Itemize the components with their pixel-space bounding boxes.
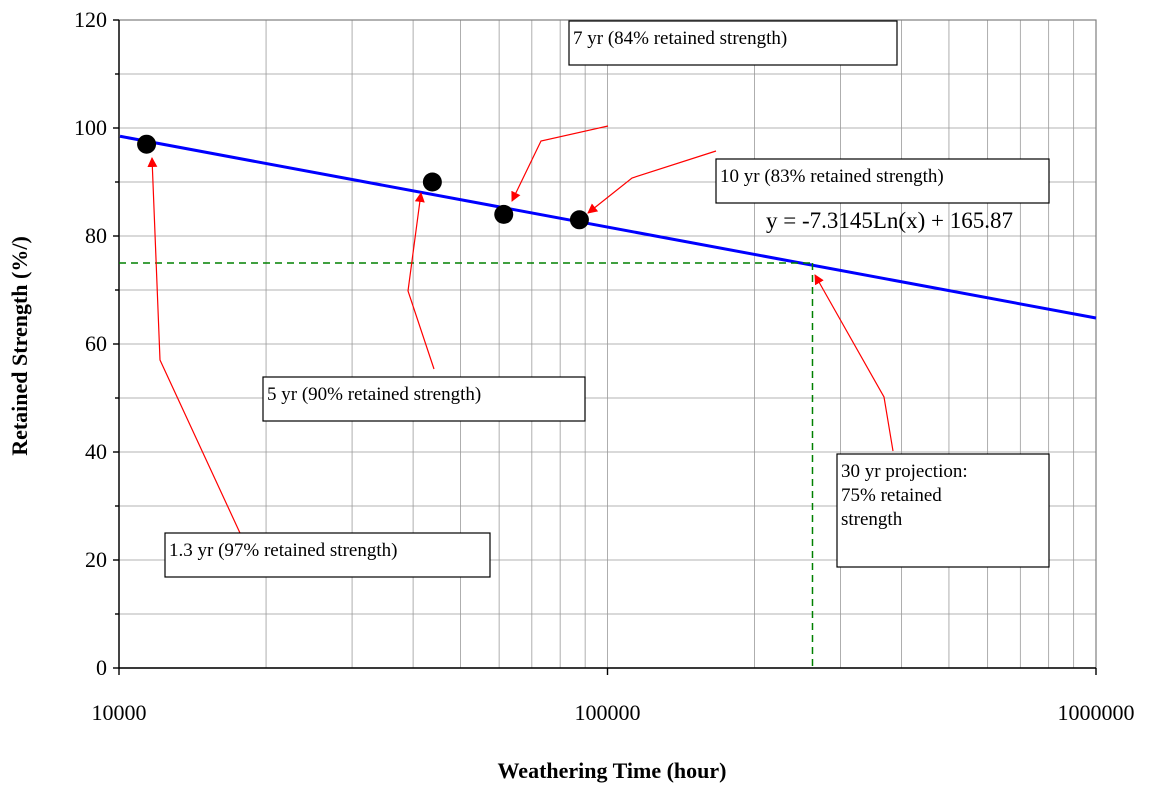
annotation-box [836,453,1050,568]
projection-lines [119,262,814,668]
annotation-box [262,376,586,422]
trendline-equation: y = -7.3145Ln(x) + 165.87 [766,208,1013,233]
data-point [137,134,157,154]
annotation-30yr: 30 yr projection: 75% retained strength [836,453,1050,568]
annotation-arrows [147,125,894,534]
annotation-box [164,532,491,578]
annotation-10yr: 10 yr (83% retained strength) [715,158,1050,204]
trendline-line [119,134,1097,320]
y-tick-label: 20 [85,547,107,572]
y-tick-label: 120 [74,7,107,32]
annotation-text: 1.3 yr (97% retained strength) [169,540,397,561]
y-tick-label: 100 [74,115,107,140]
annotation-box [568,20,898,66]
y-tick-label: 80 [85,223,107,248]
y-tick-label: 0 [96,655,107,680]
annotation-arrow [407,192,435,370]
annotation-box [715,158,1050,204]
tick-labels: 0 20 40 60 80 100 120 10000 100000 1000000 [74,7,1135,725]
annotation-arrow [511,125,609,202]
y-tick-label: 40 [85,439,107,464]
y-tick-label: 60 [85,331,107,356]
data-point [422,172,442,192]
data-points [137,134,589,230]
data-point [569,210,589,230]
x-tick-label: 1000000 [1058,700,1135,725]
annotation-text: 5 yr (90% retained strength) [267,384,481,405]
data-point [494,204,514,224]
annotation-text: 10 yr (83% retained strength) [720,166,944,187]
annotation-arrow [147,157,241,534]
x-axis-title: Weathering Time (hour) [498,758,727,783]
annotation-arrow [814,274,894,452]
trendline [119,134,1097,320]
annotation-7yr: 7 yr (84% retained strength) [568,20,898,66]
annotation-text: 30 yr projection: [841,461,968,482]
annotation-text: 7 yr (84% retained strength) [573,28,787,49]
x-tick-label: 10000 [92,700,147,725]
annotation-13yr: 1.3 yr (97% retained strength) [164,532,491,578]
axes [113,19,1097,675]
y-axis-title: Retained Strength (%/) [7,236,32,456]
annotations: 1.3 yr (97% retained strength) 5 yr (90% … [164,20,1050,578]
annotation-text: strength [841,509,903,530]
annotation-5yr: 5 yr (90% retained strength) [262,376,586,422]
annotation-arrow [587,150,717,214]
x-tick-label: 100000 [575,700,641,725]
annotation-text: 75% retained [841,485,942,506]
